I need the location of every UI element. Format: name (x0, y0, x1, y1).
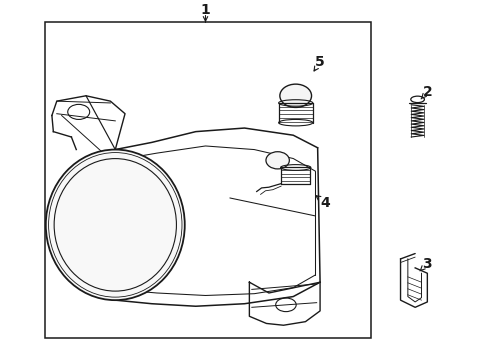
Text: 4: 4 (320, 196, 329, 210)
Ellipse shape (265, 152, 289, 169)
Text: 1: 1 (200, 3, 210, 17)
Text: 2: 2 (422, 85, 431, 99)
Text: 3: 3 (422, 257, 431, 271)
Ellipse shape (279, 84, 311, 107)
Text: 5: 5 (315, 55, 325, 69)
Ellipse shape (46, 149, 184, 300)
Bar (44, 22, 370, 338)
